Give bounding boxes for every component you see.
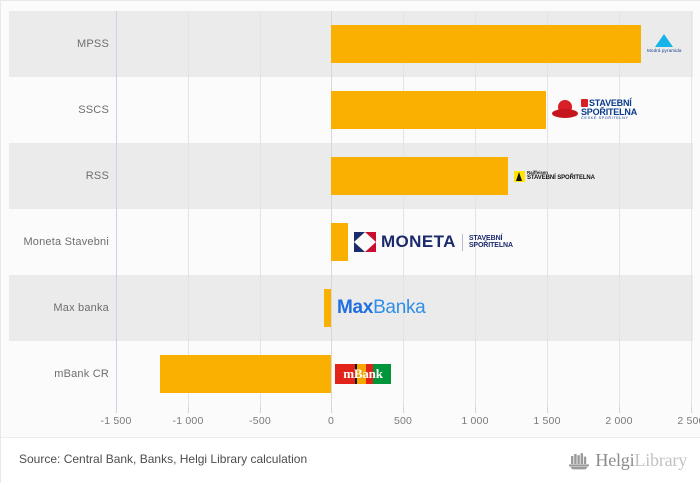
pyramid-icon — [655, 34, 674, 48]
x-tick-label: 0 — [327, 415, 335, 427]
helgi-logo-icon — [569, 452, 590, 469]
logo-divider — [461, 233, 463, 251]
y-category-label-mpss: MPSS — [77, 38, 109, 50]
mbank-stripes-icon: mBank — [335, 364, 391, 384]
bar-mpss[interactable] — [331, 25, 641, 63]
gridline-1500 — [547, 11, 548, 407]
logo-line-1: Raiffeisen — [527, 169, 548, 175]
y-category-label-rss: RSS — [85, 170, 109, 182]
x-tick-label: 2 500 — [677, 415, 700, 427]
row-band — [9, 275, 693, 341]
x-tick — [260, 407, 261, 413]
x-tick — [331, 407, 332, 413]
gridline-minus-500 — [260, 11, 261, 407]
y-category-label-mbank-cr: mBank CR — [54, 368, 109, 380]
logo-name: MONETA — [381, 232, 456, 251]
x-tick-label: 1 500 — [533, 415, 561, 427]
x-tick-label: 2 000 — [605, 415, 633, 427]
y-category-label-max-banka: Max banka — [53, 302, 109, 314]
bar-sscs[interactable] — [331, 91, 546, 129]
y-category-label-sscs: SSCS — [78, 104, 109, 116]
logo-line-2: STAVEBNÍ SPOŘITELNA — [527, 175, 595, 182]
x-tick-label: -500 — [249, 415, 271, 427]
gridline-minus-1000 — [188, 11, 189, 407]
x-tick — [403, 407, 404, 413]
x-tick — [619, 407, 620, 413]
bowler-hat-icon — [552, 100, 578, 119]
logo-moneta-stavebni-sporitelna: MONETA STAVEBNÍ SPOŘITELNA — [354, 223, 513, 261]
gridline-minus-1500 — [116, 11, 117, 407]
logo-max-banka: MaxBanka — [337, 289, 426, 327]
logo-label: Modrá pyramida — [647, 47, 682, 53]
bar-max-banka[interactable] — [324, 289, 331, 327]
logo-mbank: mBank — [335, 355, 391, 393]
source-note: Source: Central Bank, Banks, Helgi Libra… — [19, 452, 308, 466]
bar-mbank-cr[interactable] — [160, 355, 331, 393]
bar-rss[interactable] — [331, 157, 508, 195]
x-tick-label: 500 — [393, 415, 413, 427]
chart-plot-region: -1 500 -1 000 -500 0 500 1 000 1 500 2 0… — [1, 1, 700, 437]
chart-footer: Source: Central Bank, Banks, Helgi Libra… — [1, 437, 700, 485]
gridline-1000 — [475, 11, 476, 407]
gridline-2000 — [619, 11, 620, 407]
logo-name: mBank — [343, 366, 383, 381]
x-tick — [116, 407, 117, 413]
brand-primary: Helgi — [595, 450, 635, 470]
logo-raiffeisen-stavebni-sporitelna: Raiffeisen STAVEBNÍ SPOŘITELNA — [514, 157, 595, 195]
gridline-500 — [403, 11, 404, 407]
brand-wordmark: HelgiLibrary — [595, 450, 687, 471]
x-tick-label: -1 000 — [172, 415, 204, 427]
logo-line-1: STAVEBNÍ — [589, 97, 632, 108]
x-tick — [691, 407, 692, 413]
logo-modra-pyramida: Modrá pyramida — [647, 25, 682, 63]
red-square-icon — [581, 98, 588, 107]
gridline-2500 — [691, 11, 692, 407]
x-tick — [188, 407, 189, 413]
bar-moneta-stavebni[interactable] — [331, 223, 348, 261]
x-tick — [547, 407, 548, 413]
logo-line-2: SPOŘITELNA — [581, 107, 638, 118]
x-tick-label: -1 500 — [100, 415, 132, 427]
helgi-library-brand[interactable]: HelgiLibrary — [568, 450, 687, 471]
x-tick — [475, 407, 476, 413]
raiffeisen-gable-icon — [514, 170, 525, 182]
brand-secondary: Library — [634, 450, 687, 470]
logo-stavebni-sporitelna-cs: STAVEBNÍ SPOŘITELNA ČESKÉ SPOŘITELNY — [552, 91, 637, 129]
y-category-label-moneta-stavebni: Moneta Stavebni — [23, 236, 109, 248]
logo-sub-1: STAVEBNÍ — [468, 234, 503, 242]
x-tick-label: 1 000 — [461, 415, 489, 427]
moneta-m-icon — [354, 232, 376, 252]
logo-sub-2: SPOŘITELNA — [468, 242, 513, 249]
logo-part-2: Banka — [373, 297, 426, 318]
logo-part-1: Max — [337, 297, 374, 318]
logo-line-3: ČESKÉ SPOŘITELNY — [581, 116, 629, 121]
gridline-zero — [331, 11, 332, 407]
